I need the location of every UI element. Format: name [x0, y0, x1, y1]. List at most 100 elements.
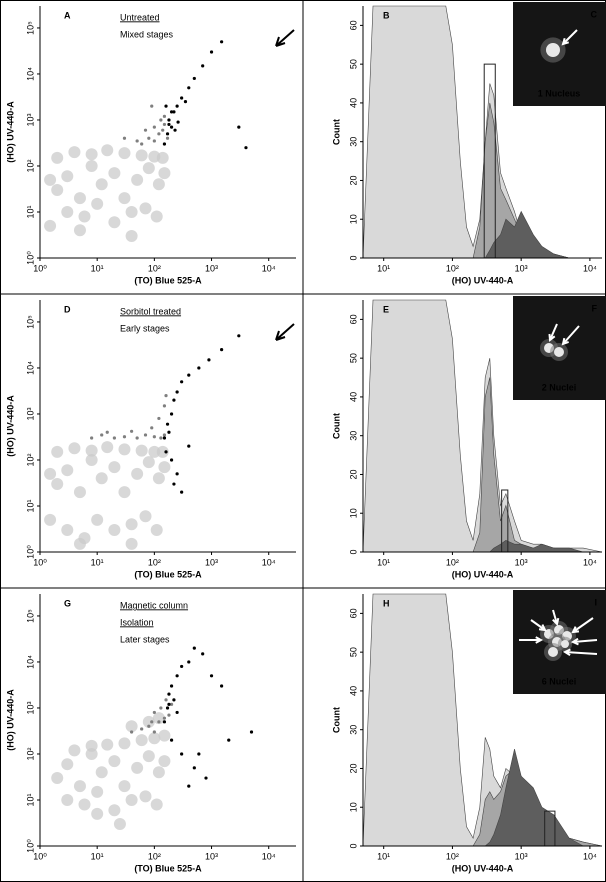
x-tick-label: 10⁴: [583, 851, 597, 861]
inset-arrow: [561, 325, 580, 346]
scatter-point: [169, 125, 174, 129]
y-tick-label: 0: [348, 549, 358, 554]
scatter-point: [159, 436, 163, 440]
inset-arrow: [570, 637, 598, 646]
x-tick-label: 10²: [446, 557, 459, 567]
scatter-point: [135, 436, 139, 440]
panel-label: G: [64, 598, 71, 608]
nucleus: [546, 43, 560, 57]
scatter-point: [125, 205, 138, 218]
y-axis-label: Count: [331, 413, 341, 439]
scatter-point: [125, 518, 138, 531]
y-tick-label: 10: [348, 214, 358, 224]
scatter-point: [101, 441, 114, 454]
x-tick-label: 10¹: [377, 851, 390, 861]
scatter-point: [150, 426, 154, 430]
scatter-point: [172, 698, 176, 702]
y-axis-label: Count: [331, 707, 341, 733]
panel-label: D: [64, 304, 71, 314]
scatter-point: [162, 114, 167, 118]
scatter-point: [201, 652, 205, 656]
scatter-point: [130, 730, 134, 734]
scatter-point: [164, 394, 168, 398]
scatter-point: [118, 443, 131, 456]
inset-label: C: [591, 9, 598, 19]
scatter-point: [150, 524, 163, 537]
scatter-point: [201, 64, 205, 68]
scatter-point: [207, 358, 211, 362]
y-tick-label: 40: [348, 98, 358, 108]
scatter-point: [204, 776, 208, 780]
scatter-point: [68, 146, 81, 159]
scatter-point: [139, 202, 152, 215]
annotation: Later stages: [120, 634, 170, 644]
scatter-point: [164, 698, 168, 702]
scatter-point: [175, 472, 179, 476]
scatter-point: [237, 125, 241, 129]
x-tick-label: 10³: [205, 851, 218, 861]
y-tick-label: 40: [348, 686, 358, 696]
x-tick-label: 10⁴: [262, 557, 276, 567]
scatter-point: [227, 738, 231, 742]
scatter-point: [140, 727, 144, 731]
scatter-point: [85, 453, 98, 466]
scatter-point: [108, 461, 121, 474]
y-axis-label: (HO) UV-440-A: [5, 395, 15, 457]
x-tick-label: 10⁰: [33, 557, 47, 567]
scatter-point: [158, 729, 171, 742]
scatter-point: [147, 724, 151, 728]
nucleus: [561, 640, 569, 648]
inset-label: F: [592, 303, 598, 313]
scatter-point: [125, 537, 138, 550]
y-tick-label: 30: [348, 431, 358, 441]
scatter-point: [158, 755, 171, 768]
y-tick-label: 10⁴: [25, 361, 35, 375]
y-tick-label: 10⁴: [25, 655, 35, 669]
scatter-point: [148, 445, 161, 458]
scatter-point: [173, 128, 177, 132]
y-tick-label: 60: [348, 608, 358, 618]
scatter-point: [61, 205, 74, 218]
annotation: Isolation: [120, 617, 154, 627]
scatter-point: [139, 790, 152, 803]
inset-arrow: [552, 609, 560, 627]
scatter-point: [162, 433, 167, 437]
y-tick-label: 10³: [25, 701, 35, 714]
scatter-point: [135, 444, 148, 457]
scatter-point: [125, 230, 138, 243]
panel-label: H: [383, 598, 390, 608]
scatter-point: [125, 793, 138, 806]
y-tick-label: 10²: [25, 159, 35, 172]
x-tick-label: 10⁰: [33, 263, 47, 273]
panel: 10¹ 10² 10³ 10⁴ 0 10 20 30 40 50 60 (HO) UV-440-A Co…: [331, 2, 606, 285]
scatter-point: [197, 752, 201, 756]
scatter-point: [159, 706, 163, 710]
scatter-point: [180, 96, 184, 100]
scatter-point: [73, 486, 86, 499]
x-tick-label: 10¹: [91, 851, 104, 861]
scatter-point: [68, 744, 81, 757]
scatter-point: [180, 490, 184, 494]
y-tick-label: 0: [348, 843, 358, 848]
scatter-point: [165, 422, 170, 426]
x-tick-label: 10¹: [91, 263, 104, 273]
scatter-point: [165, 706, 170, 710]
scatter-point: [143, 433, 148, 437]
inset-arrow: [519, 636, 544, 644]
scatter-point: [130, 429, 134, 433]
x-tick-label: 10²: [148, 557, 161, 567]
scatter-point: [118, 147, 131, 160]
scatter-point: [183, 100, 188, 104]
scatter-point: [61, 524, 74, 537]
scatter-point: [101, 144, 114, 157]
scatter-point: [100, 433, 104, 437]
scatter-point: [157, 416, 161, 421]
scatter-point: [44, 467, 57, 480]
scatter-point: [192, 76, 196, 81]
scatter-point: [152, 435, 156, 439]
x-axis-label: (TO) Blue 525-A: [134, 569, 202, 579]
inset-arrow: [530, 619, 547, 632]
x-tick-label: 10¹: [377, 263, 390, 273]
scatter-point: [91, 807, 104, 820]
